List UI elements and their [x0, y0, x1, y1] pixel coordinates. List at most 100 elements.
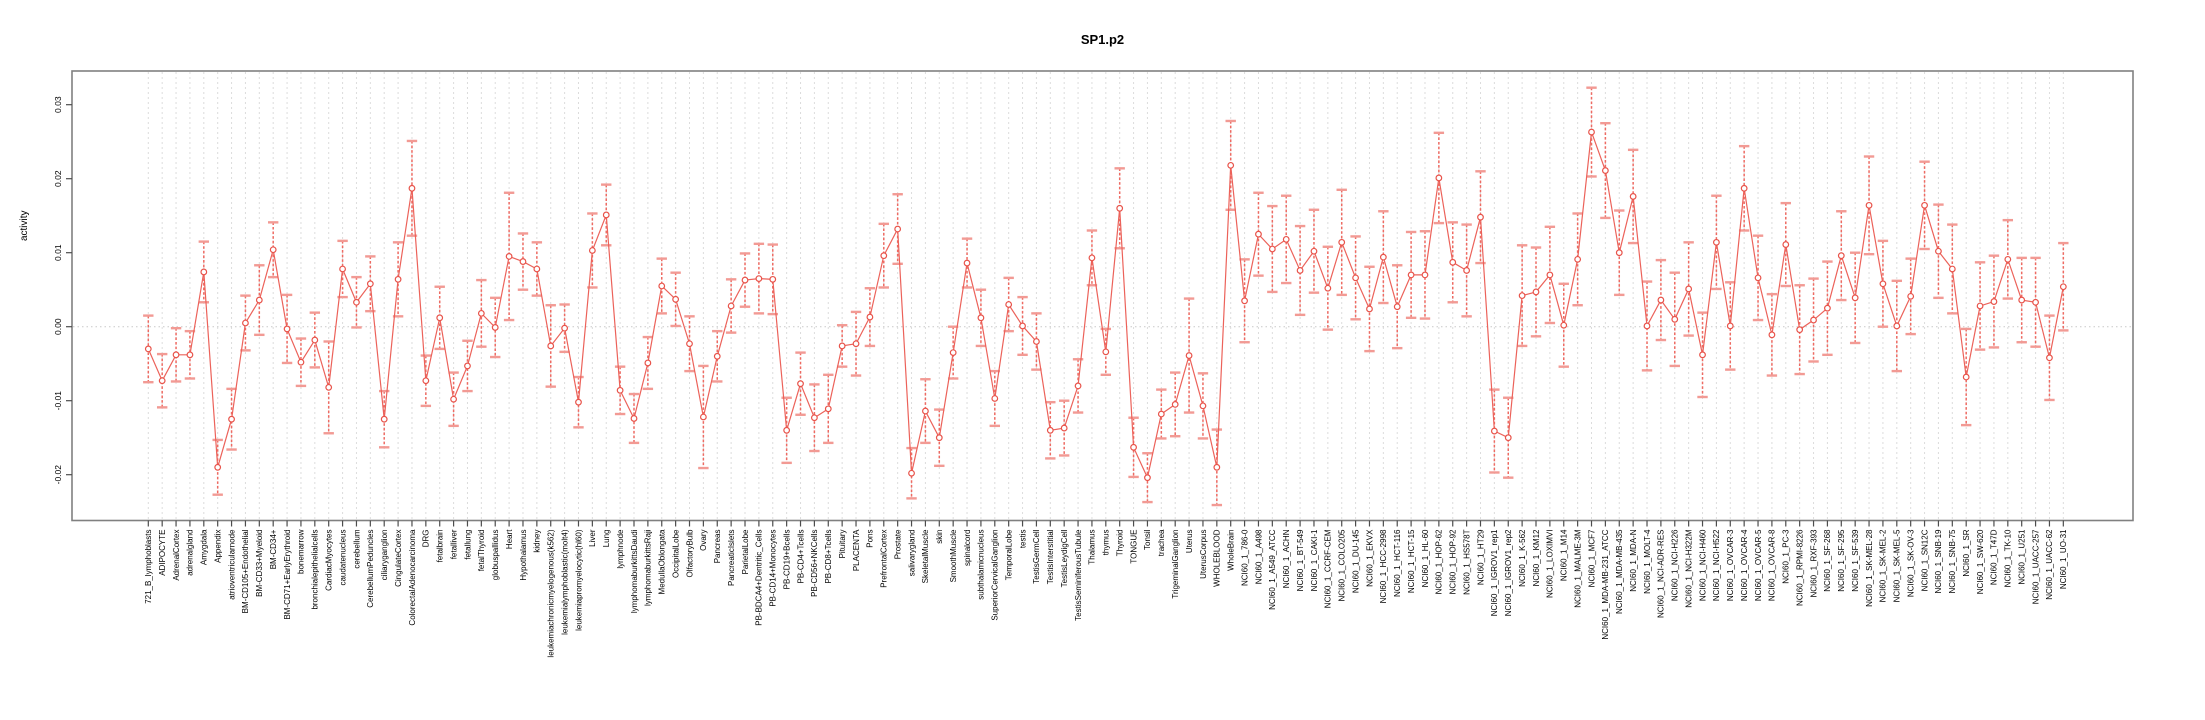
x-tick-label: TestisLeydigCell	[1060, 529, 1069, 587]
x-tick-label: PB-CD14+Monocytes	[769, 530, 778, 607]
data-point	[1393, 303, 1401, 311]
data-point	[838, 342, 846, 350]
x-tick-label: WHOLEBLOOD	[1213, 529, 1222, 587]
data-point	[1421, 271, 1429, 279]
x-tick-label: spinalcord	[963, 530, 972, 566]
data-point	[366, 280, 374, 288]
data-point	[2059, 283, 2067, 291]
data-point	[2032, 298, 2039, 306]
data-point	[394, 275, 402, 283]
data-point	[1657, 296, 1665, 304]
data-point	[741, 276, 749, 284]
x-tick-label: NCI60_1_SF-295	[1837, 529, 1846, 592]
x-tick-label: NCI60_1_NCI-H322M	[1684, 529, 1693, 608]
x-tick-label: Thalamus	[1088, 530, 1097, 565]
x-tick-label: CingulateCortex	[394, 530, 403, 587]
chart-title: SP1.p2	[1081, 32, 1124, 47]
x-tick-label: NCI60_1_EKVX	[1365, 529, 1374, 587]
data-point	[727, 302, 735, 310]
data-point	[616, 386, 624, 394]
data-point	[242, 319, 249, 327]
x-tick-label: NCI60_1_IGROV1_rep1	[1490, 529, 1499, 616]
x-tick-label: NCI60_1_OVCAR-3	[1726, 529, 1735, 601]
x-tick-label: subthalamicnucleus	[977, 530, 986, 600]
x-tick-label: fetalliver	[449, 529, 458, 559]
x-tick-label: NCI60_1_NCI-H522	[1712, 529, 1721, 601]
x-tick-label: fetalbrain	[436, 530, 445, 563]
data-point	[1213, 463, 1221, 471]
x-tick-label: SkeletalMuscle	[921, 529, 930, 583]
data-point	[1560, 321, 1568, 329]
data-point	[505, 252, 513, 260]
x-tick-label: PB-BDCA4+Dentritic_Cells	[755, 530, 764, 626]
data-point	[2004, 255, 2012, 263]
data-point	[1033, 338, 1040, 345]
x-tick-label: NCI60_1_OVCAR-5	[1754, 529, 1763, 601]
x-tick-label: MedullaOblongata	[658, 529, 667, 594]
x-tick-label: Tonsil	[1143, 529, 1152, 550]
y-tick-label: 0.03	[53, 96, 63, 113]
data-point	[575, 398, 582, 406]
data-point	[1907, 292, 1915, 300]
data-point	[533, 265, 541, 273]
x-tick-label: NCI60_1_M14	[1560, 529, 1569, 581]
x-tick-label: Hypothalamus	[519, 530, 528, 581]
data-point	[1366, 305, 1373, 313]
x-tick-label: fetalThyroid	[477, 530, 486, 572]
data-point	[602, 211, 610, 219]
x-tick-label: ColorectalAdenocarcinoma	[408, 529, 417, 626]
x-tick-label: Uterus	[1185, 530, 1194, 554]
x-tick-label: NCI60_1_A549_ATCC	[1268, 529, 1277, 610]
x-tick-label: caudatenucleus	[338, 530, 347, 586]
data-point	[255, 296, 263, 304]
data-point	[297, 358, 305, 366]
x-tick-label: PLACENTA	[852, 529, 861, 571]
data-point	[1379, 253, 1387, 261]
x-tick-label: OlfactoryBulb	[685, 529, 694, 578]
data-point	[1241, 297, 1248, 305]
data-point	[1102, 348, 1110, 356]
data-point	[630, 415, 638, 422]
data-point	[1935, 247, 1942, 255]
data-point	[1532, 288, 1540, 296]
x-tick-label: Heart	[505, 529, 514, 549]
data-point	[880, 252, 888, 260]
x-tick-label: NCI60_1_HCT-15	[1407, 529, 1416, 593]
data-point	[269, 246, 277, 254]
data-point	[1699, 351, 1706, 359]
x-tick-label: NCI60_1_SW-620	[1976, 529, 1985, 594]
data-point	[1990, 298, 1998, 305]
x-tick-label: AdrenalCortex	[172, 530, 181, 581]
x-tick-label: NCI60_1_KM12	[1532, 529, 1541, 586]
data-point	[1754, 274, 1762, 282]
data-point	[1490, 427, 1498, 435]
data-point	[1546, 271, 1554, 279]
data-point	[561, 324, 569, 332]
data-point	[1893, 322, 1901, 330]
data-point	[824, 405, 832, 413]
x-tick-label: lymphomaburkittsDaudi	[630, 529, 639, 613]
x-tick-label: Pancreas	[713, 530, 722, 564]
x-tick-label: Pons	[866, 530, 875, 548]
x-tick-label: NCI60_1_OVCAR-4	[1740, 529, 1749, 601]
x-tick-label: salivarygland	[907, 530, 916, 577]
data-point	[1477, 213, 1484, 221]
x-tick-label: bronchialepithelialcells	[311, 530, 320, 610]
data-point	[283, 325, 291, 333]
x-tick-label: Ovary	[699, 530, 708, 551]
data-point	[1574, 255, 1582, 263]
data-point	[1199, 402, 1207, 410]
x-tick-label: WholeBrain	[1227, 530, 1236, 571]
x-tick-label: NCI60_1_TK-10	[2004, 529, 2013, 587]
x-tick-label: NCI60_1_MDA-MB-231_ATCC	[1601, 529, 1610, 639]
x-tick-label: NCI60_1_OVCAR-8	[1768, 529, 1777, 601]
x-tick-label: PancreaticIslets	[727, 530, 736, 586]
plot-border	[71, 70, 2134, 522]
x-tick-label: 721_B_lymphoblasts	[144, 530, 153, 604]
x-tick-label: PB-CD19+Bcells	[782, 530, 791, 590]
data-point	[1768, 331, 1776, 339]
x-tick-label: globuspallidus	[491, 530, 500, 581]
x-tick-label: CardiacMyocytes	[325, 530, 334, 591]
data-point	[1837, 252, 1845, 260]
